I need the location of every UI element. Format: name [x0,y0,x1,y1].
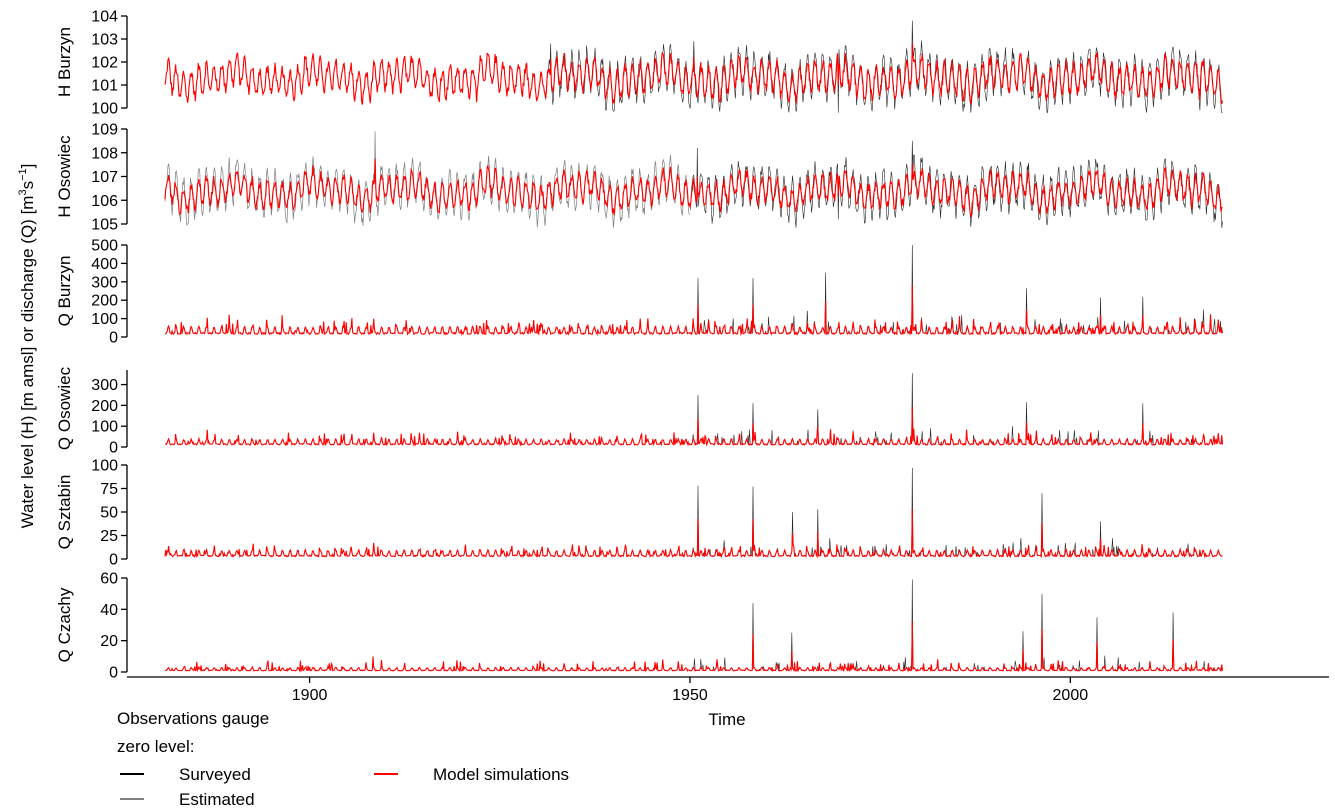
y-tick-label-h-burzyn: 103 [91,32,118,49]
y-tick-label-q-czachy: 20 [100,633,118,650]
series-model-q-sztabin [164,508,1223,559]
series-model-q-czachy [164,621,1224,673]
y-axis-label: Water level (H) [m amsl] or discharge (Q… [17,164,37,529]
y-tick-label-q-burzyn: 400 [91,256,118,273]
series-model-q-osowiec [164,406,1224,447]
panel-label-q-sztabin: Q Sztabin [55,475,74,550]
y-tick-label-h-osowiec: 106 [91,193,118,210]
series-surveyed-h-osowiec [689,140,1223,229]
y-tick-label-q-sztabin: 75 [100,481,118,498]
legend-title-line2: zero level: [117,737,194,756]
y-tick-label-q-sztabin: 0 [109,552,118,569]
y-tick-label-q-sztabin: 50 [100,505,118,522]
series-surveyed-q-sztabin [689,467,1223,558]
legend-label-estimated: Estimated [179,790,255,809]
y-tick-label-q-sztabin: 100 [91,458,118,475]
y-tick-label-h-burzyn: 102 [91,55,118,72]
y-tick-label-q-burzyn: 0 [109,330,118,347]
y-tick-label-q-czachy: 40 [100,602,118,619]
panel-label-q-osowiec: Q Osowiec [55,366,74,450]
y-tick-label-h-burzyn: 104 [91,9,118,26]
series-model-h-burzyn [164,43,1224,105]
legend-title-line1: Observations gauge [117,709,269,728]
y-axis-label-sup3: 3 [17,189,29,195]
y-tick-label-q-czachy: 60 [100,571,118,588]
y-tick-label-q-sztabin: 25 [100,528,118,545]
panel-q-osowiec: 0 100 200 300 Q Osowiec [55,366,1224,457]
y-tick-label-q-osowiec: 200 [91,398,118,415]
panel-h-osowiec: 105 106 107 108 109 H Osowiec [55,122,1223,234]
y-tick-label-h-burzyn: 100 [91,101,118,118]
x-tick-label: 1950 [672,687,708,704]
y-axis-label-close: ] [18,164,37,169]
x-tick-label: 2000 [1053,687,1089,704]
series-model-h-osowiec [164,158,1223,219]
y-tick-label-q-osowiec: 100 [91,419,118,436]
x-tick-label: 1900 [292,687,328,704]
panel-label-h-burzyn: H Burzyn [55,27,74,97]
y-tick-label-h-osowiec: 105 [91,217,118,234]
series-model-q-burzyn [164,284,1224,337]
panel-q-czachy: 0 20 40 60 Q Czachy [55,571,1224,682]
panels-group: 100 101 102 103 104 H Burzyn 105 106 107 108 109 H … [55,9,1224,682]
y-tick-label-h-burzyn: 101 [91,78,118,95]
y-tick-label-q-burzyn: 200 [91,293,118,310]
panel-label-q-czachy: Q Czachy [55,587,74,662]
y-tick-label-h-osowiec: 108 [91,145,118,162]
panel-label-h-osowiec: H Osowiec [55,135,74,218]
x-axis: 1900 1950 2000 [127,676,1329,704]
y-tick-label-q-czachy: 0 [109,665,118,682]
y-tick-label-q-burzyn: 500 [91,238,118,255]
panel-h-burzyn: 100 101 102 103 104 H Burzyn [55,9,1224,118]
panel-q-sztabin: 0 25 50 75 100 Q Sztabin [55,458,1223,569]
y-tick-label-q-burzyn: 300 [91,274,118,291]
y-tick-label-q-osowiec: 0 [109,440,118,457]
y-axis-label-main: Water level (H) [m amsl] or discharge (Q… [18,196,37,529]
y-axis-label-supm1: −1 [17,168,29,181]
legend-label-surveyed: Surveyed [179,765,251,784]
y-tick-label-q-osowiec: 300 [91,377,118,394]
series-surveyed-q-czachy [690,579,1223,672]
legend-label-model: Model simulations [433,765,569,784]
x-axis-label: Time [708,710,745,729]
y-tick-label-q-burzyn: 100 [91,311,118,328]
y-tick-label-h-osowiec: 107 [91,169,118,186]
y-axis-label-s: s [18,181,37,190]
legend: Observations gauge zero level: Surveyed … [117,709,569,809]
y-tick-label-h-osowiec: 109 [91,122,118,139]
panel-label-q-burzyn: Q Burzyn [55,256,74,327]
